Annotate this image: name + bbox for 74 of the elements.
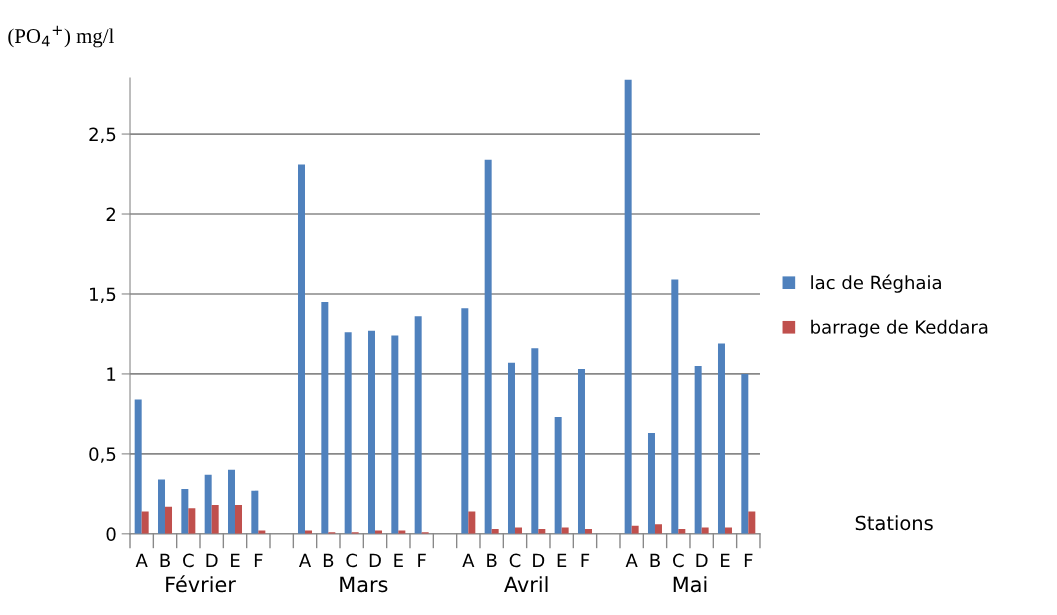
bar [484,159,492,534]
bar [391,335,399,534]
bar [134,399,142,534]
y-tick-label: 0,5 [89,447,116,463]
bar [321,301,329,534]
x-tick-label: B [323,553,334,567]
bar [624,79,632,534]
x-tick-label: C [509,553,521,568]
text: Avril [504,576,548,592]
x-tick-label: A [625,553,638,567]
bar [141,511,149,534]
y-tick-label: 2 [106,207,116,221]
x-tick-label: B [487,553,497,567]
legend-label: lac de Réghaia [811,274,941,293]
bar [298,164,305,534]
x-tick-label: D [369,553,381,567]
x-tick-label: A [298,553,312,567]
y-tick-label: 1,5 [90,287,116,303]
bar [717,343,725,534]
x-tick-label: E [394,553,403,567]
bar [561,527,569,534]
text: Mai [673,576,707,593]
y-axis-title: (PO$_{4}$$^{+}$) mg/l [8,25,114,48]
bar [514,527,522,534]
bar [724,527,732,534]
x-tick-label: B [650,553,660,567]
bar [228,469,236,534]
legend-label: barrage de Keddara [811,319,988,338]
x-tick-label: E [231,553,240,567]
bar [748,511,756,534]
bar [701,527,709,534]
x-tick-label: D [696,553,708,567]
y-tick-label: 0 [106,527,116,541]
bar [554,417,562,534]
bar [165,506,173,534]
x-tick-label: C [673,553,684,568]
x-tick-label: A [462,553,475,567]
bar [694,365,702,534]
bar [368,330,375,534]
bar [235,505,243,534]
x-tick-label: F [744,553,753,567]
x-tick-label: B [160,553,170,567]
bar [671,279,679,534]
bar [344,332,352,534]
bar [531,348,539,534]
text: Mars [340,576,388,593]
bar [204,474,212,534]
bar [158,479,166,534]
y-tick-label: 1 [107,367,116,381]
bar [251,490,259,534]
x-tick-label: D [206,553,218,567]
bar [461,308,469,534]
bar [654,524,662,534]
bar [647,433,655,534]
bar [414,316,422,534]
x-tick-label: F [418,553,426,567]
bar [211,505,219,534]
x-tick-label: F [581,553,590,567]
x-tick-label: C [346,553,357,568]
x-tick-label: E [721,553,730,567]
x-tick-label: F [254,553,263,567]
bar [577,369,585,534]
bar [181,489,189,534]
x-tick-label: C [183,553,194,568]
text: Février [166,575,236,593]
text: Stations [855,515,933,531]
y-tick-label: 2,5 [89,127,116,144]
x-tick-label: A [135,553,148,567]
bar [741,373,749,534]
bar [188,508,196,534]
bar [507,362,515,534]
x-tick-label: E [557,553,567,567]
bar [468,511,476,534]
x-tick-label: D [533,553,545,567]
